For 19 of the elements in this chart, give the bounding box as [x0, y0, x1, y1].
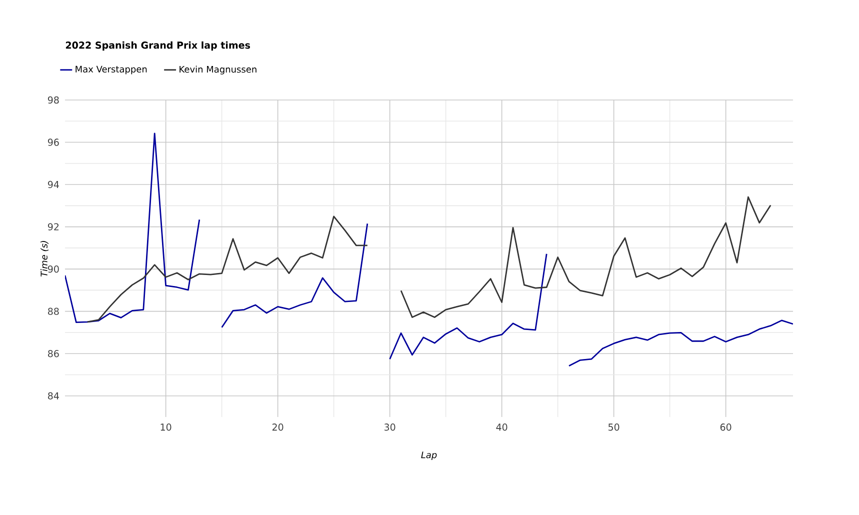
chart-title: 2022 Spanish Grand Prix lap times [66, 41, 250, 51]
x-tick-label: 50 [608, 424, 620, 431]
x-tick-label: 10 [160, 424, 172, 431]
x-tick-label: 40 [496, 424, 508, 431]
x-tick-label: 60 [720, 424, 732, 431]
y-tick-label: 92 [48, 223, 59, 230]
y-axis-title: Time (s) [40, 240, 49, 277]
legend-label: Kevin Magnussen [180, 66, 256, 74]
x-tick-label: 20 [272, 424, 284, 431]
y-tick-label: 88 [48, 308, 59, 315]
y-tick-label: 98 [48, 96, 59, 104]
legend-label: Max Verstappen [76, 66, 147, 74]
y-tick-label: 90 [48, 265, 59, 273]
y-tick-label: 96 [48, 138, 59, 146]
y-tick-label: 94 [48, 180, 59, 188]
x-tick-label: 30 [384, 424, 396, 431]
x-axis-title: Lap [421, 452, 437, 460]
y-tick-label: 84 [48, 392, 59, 400]
y-tick-label: 86 [48, 350, 59, 358]
